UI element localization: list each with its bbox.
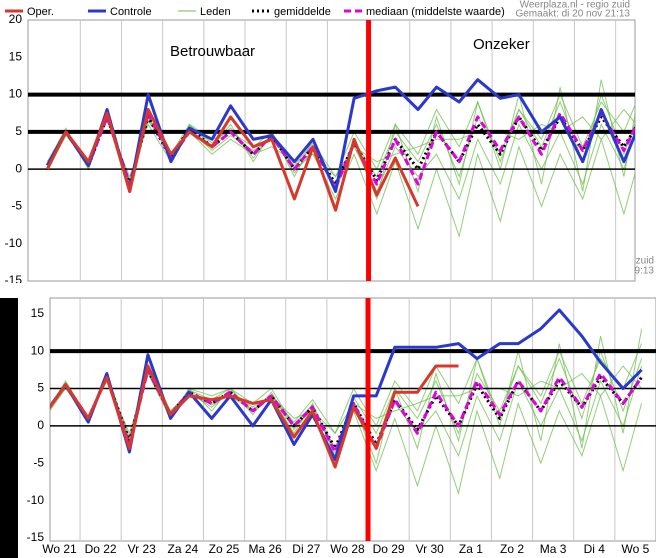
x-tick-label: Vr 23 [128,542,157,556]
x-tick-label: Za 1 [459,542,483,556]
x-tick-label: Do 29 [373,542,405,556]
x-tick-label: Za 24 [168,542,199,556]
side-bar [0,298,18,558]
x-tick-label: Do 22 [85,542,117,556]
annotation: Betrouwbaar [170,43,255,60]
y-tick-label: 0 [37,418,44,432]
y-tick-label: -5 [33,455,44,469]
series-line [50,308,643,461]
x-tick-label: Ma 3 [540,542,567,556]
y-tick-label: 10 [9,87,23,101]
y-tick-label: 15 [9,49,23,63]
x-tick-label: Zo 2 [500,542,524,556]
annotation: Onzeker [473,36,530,53]
header: 9:13 [635,266,655,277]
series-line [46,78,635,193]
x-tick-label: Wo 21 [42,542,77,556]
plot [28,20,635,281]
y-tick-label: 5 [37,381,44,395]
x-tick-label: Wo 5 [622,542,650,556]
y-tick-label: 20 [9,12,23,26]
series-line [50,364,459,469]
x-tick-label: Vr 30 [416,542,445,556]
x-tick-label: Wo 28 [330,542,365,556]
series-line [46,111,635,190]
x-tick-label: Zo 25 [209,542,240,556]
plot-area [49,297,656,542]
x-tick-label: Di 27 [292,542,320,556]
y-tick-label: -10 [5,236,23,250]
legend-label: Oper. [27,6,54,18]
y-tick-label: 5 [15,124,22,138]
plot-area [27,19,636,282]
y-tick-label: -15 [27,530,45,544]
y-tick-label: 15 [31,306,45,320]
x-tick-label: Di 4 [584,542,606,556]
legend-label: Controle [110,6,152,18]
y-tick-label: -5 [11,199,22,213]
header: zuid [636,256,654,267]
plot [50,298,656,541]
header: Weerplaza.nl - regio zuid [520,0,630,11]
legend-label: mediaan (middelste waarde) [366,6,505,18]
y-tick-label: 10 [31,343,45,357]
x-tick-label: Ma 26 [248,542,282,556]
legend-label: Leden [200,6,231,18]
y-tick-label: -10 [27,493,45,507]
series-line [46,108,420,212]
y-tick-label: 0 [15,161,22,175]
header: Gemaakt: di 20 nov 21:13 [515,9,630,20]
legend-label: gemiddelde [274,6,331,18]
